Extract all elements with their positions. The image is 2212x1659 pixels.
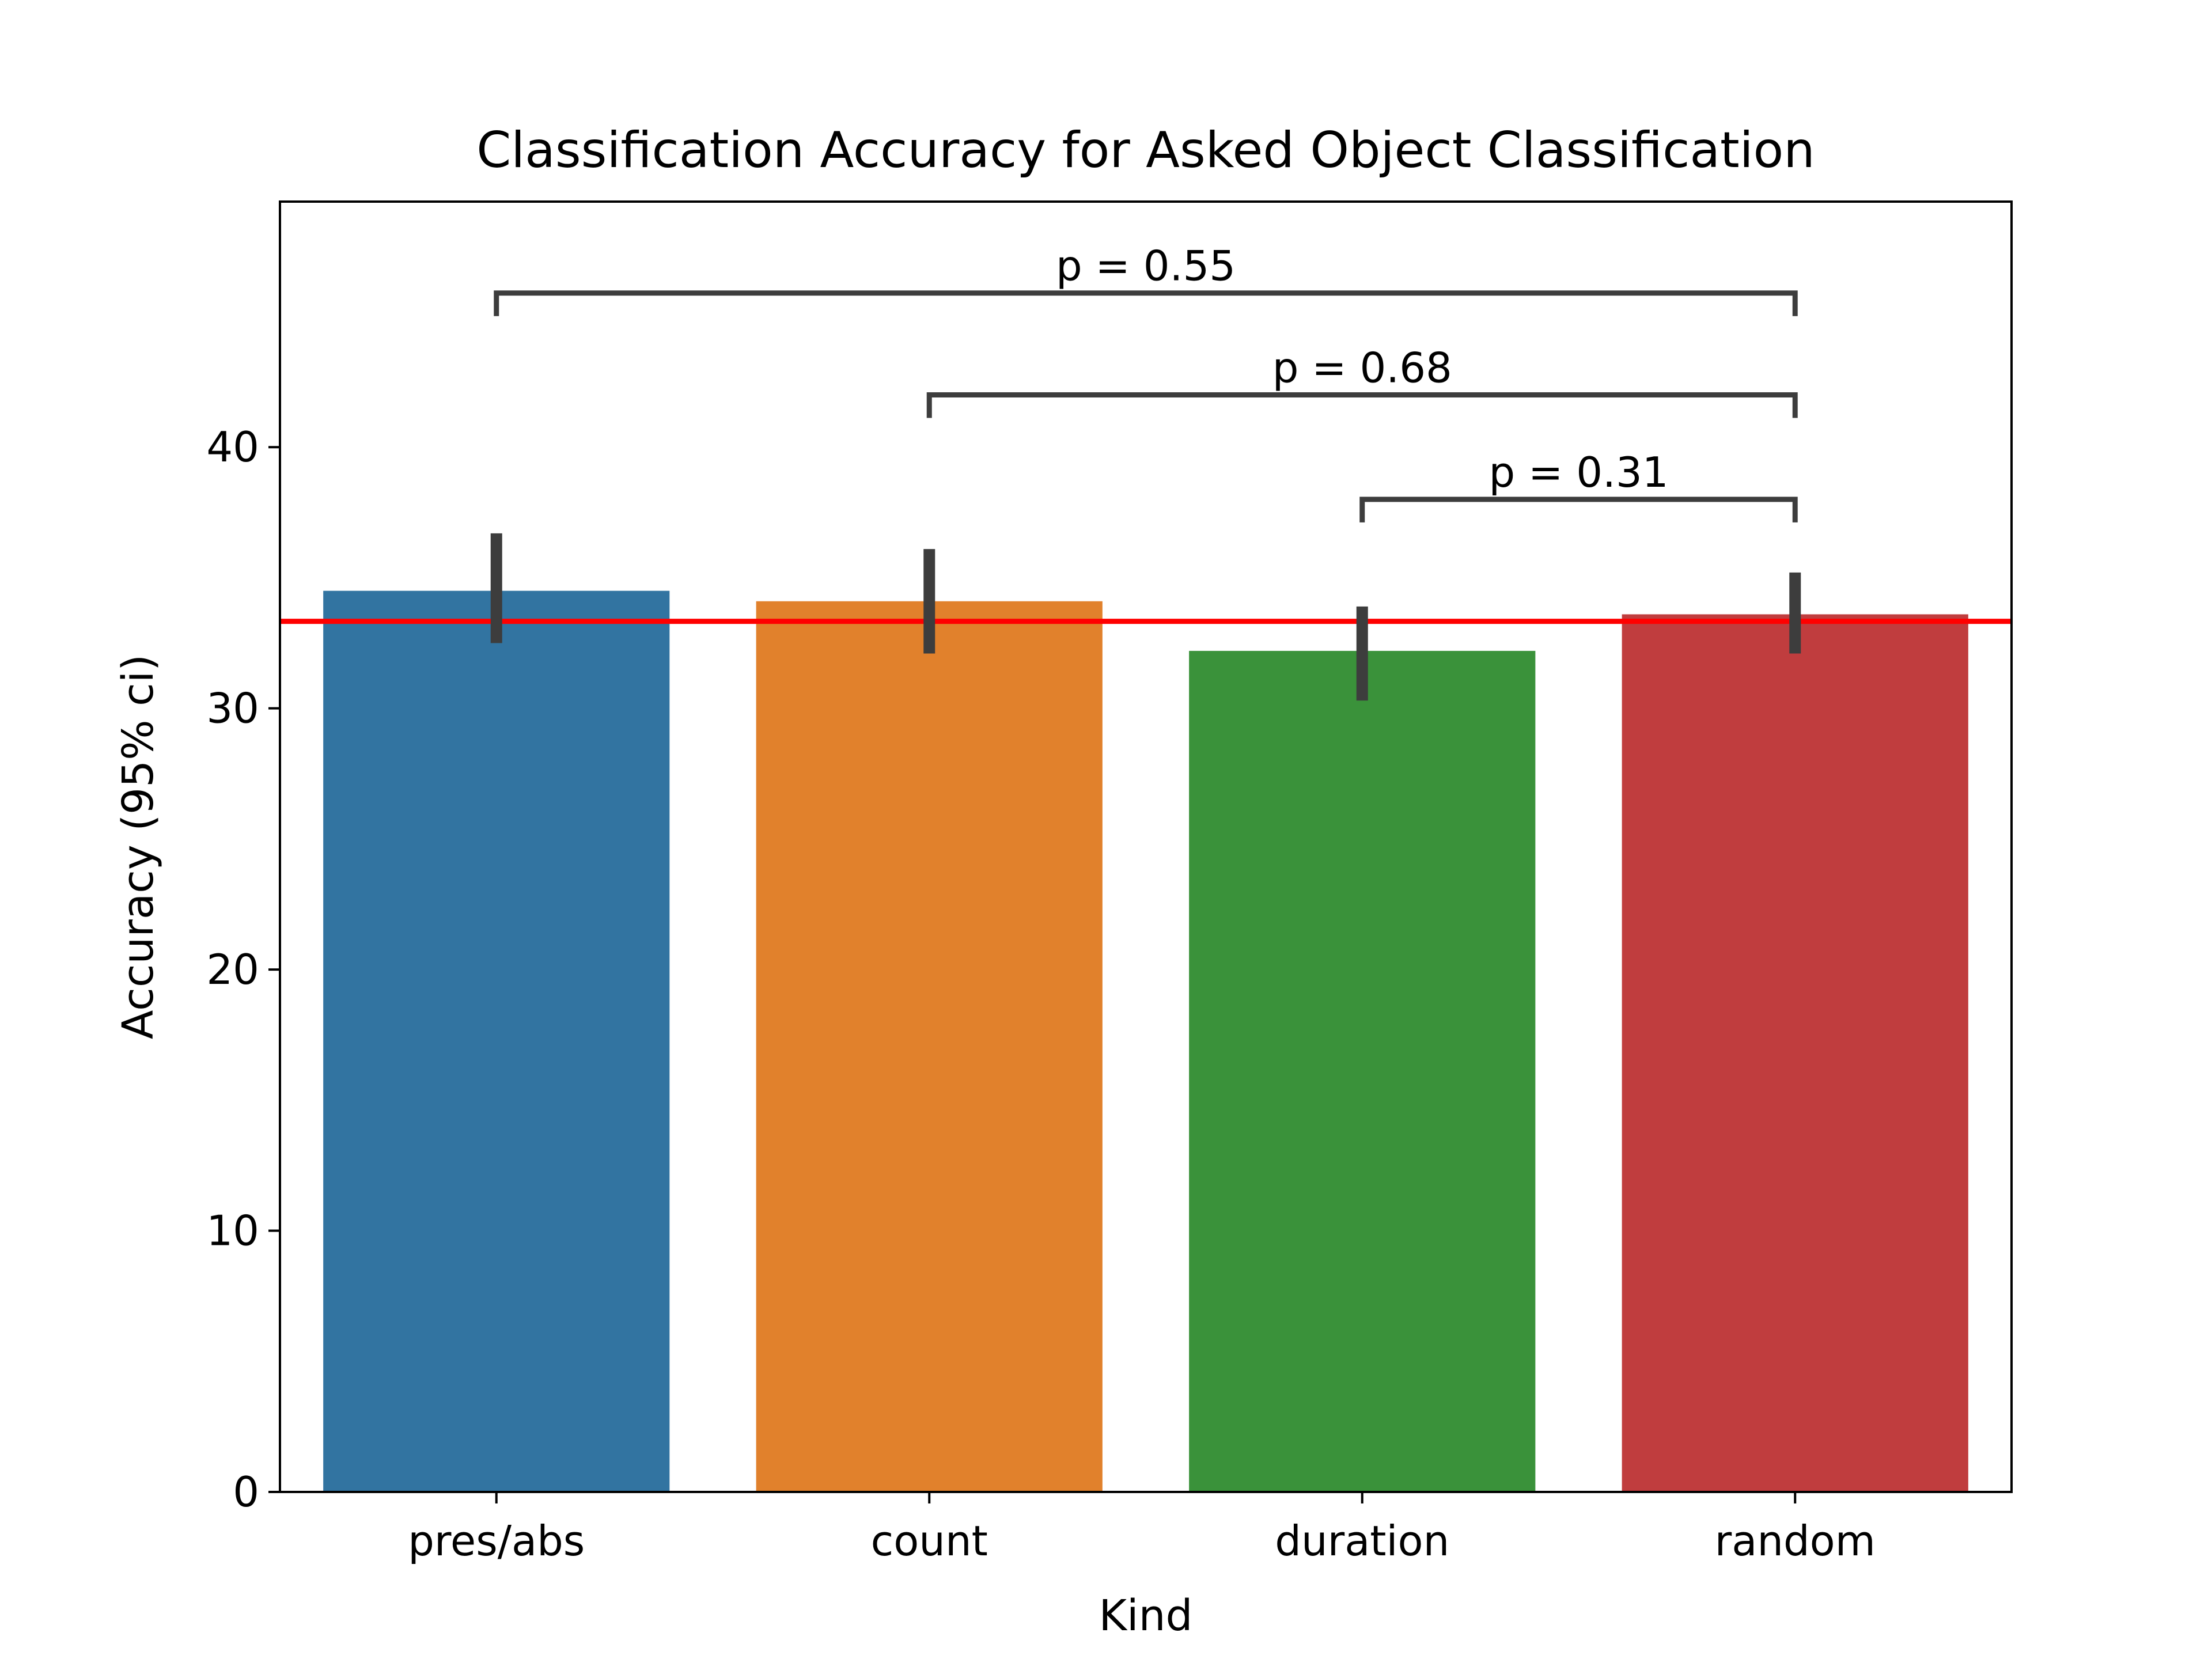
significance-bracket-0	[494, 290, 1798, 316]
error-bars-layer	[490, 533, 1801, 701]
significance-label-2: p = 0.31	[1488, 448, 1668, 497]
significance-bracket-1	[926, 392, 1798, 418]
bar-1	[756, 601, 1103, 1492]
bars-layer	[323, 590, 1968, 1492]
significance-layer: p = 0.55 p = 0.68 p = 0.31	[494, 242, 1798, 522]
significance-bracket-2	[1359, 497, 1798, 522]
y-tick-label-30: 30	[206, 684, 259, 733]
y-axis-label: Accuracy (95% ci)	[113, 654, 163, 1039]
y-axis-ticks: 0 10 20 30 40	[206, 423, 280, 1516]
x-tick-label-1: count	[871, 1517, 988, 1565]
bar-0	[323, 590, 670, 1492]
x-axis-label: Kind	[1099, 1591, 1193, 1641]
y-tick-label-0: 0	[233, 1468, 259, 1516]
significance-label-1: p = 0.68	[1272, 344, 1452, 392]
y-tick-label-10: 10	[206, 1207, 259, 1255]
bar-2	[1189, 650, 1536, 1492]
x-tick-label-0: pres/abs	[408, 1517, 585, 1565]
x-tick-label-2: duration	[1275, 1517, 1449, 1565]
y-tick-label-20: 20	[206, 945, 259, 994]
x-tick-label-3: random	[1715, 1517, 1876, 1565]
x-axis-ticks: pres/abs count duration random	[408, 1492, 1876, 1565]
bar-3	[1622, 614, 1968, 1492]
y-tick-label-40: 40	[206, 423, 259, 471]
significance-label-0: p = 0.55	[1056, 242, 1236, 290]
chart-title: Classification Accuracy for Asked Object…	[476, 122, 1815, 179]
plot-frame	[279, 200, 2013, 1493]
